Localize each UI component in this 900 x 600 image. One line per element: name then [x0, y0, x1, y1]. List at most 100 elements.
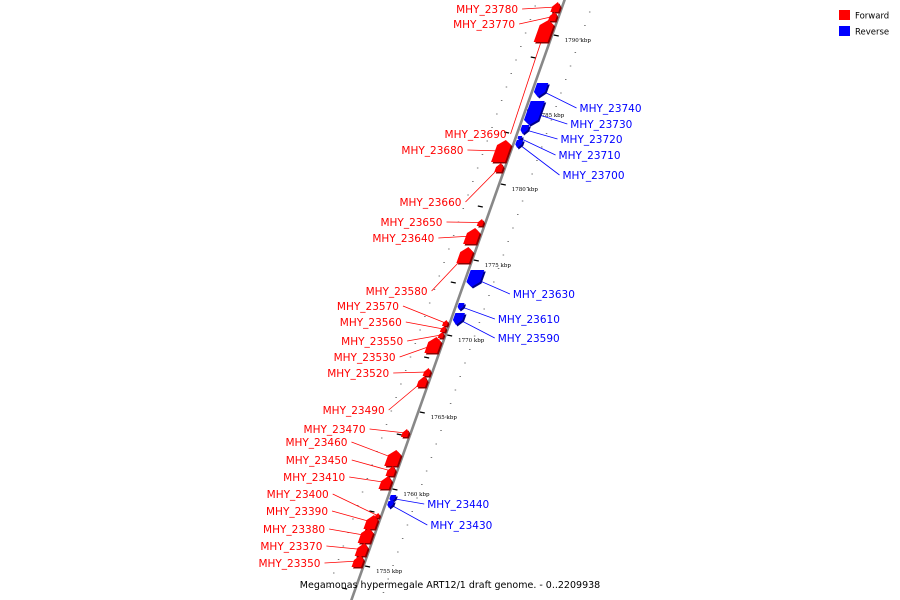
scale-minor-tick	[424, 356, 430, 359]
forward-gene-arrow[interactable]	[441, 320, 448, 326]
forward-gene-arrow[interactable]	[385, 466, 396, 476]
forward-gene-arrow[interactable]	[550, 2, 561, 12]
legend-reverse-label: Reverse	[855, 28, 889, 38]
reverse-gene-label[interactable]: MHY_23710	[559, 150, 621, 162]
forward-gene-label[interactable]: MHY_23490	[323, 405, 385, 417]
forward-gene-label[interactable]: MHY_23350	[258, 558, 320, 570]
forward-label-connector	[446, 221, 481, 223]
forward-label-connector	[407, 334, 442, 342]
forward-label-connector	[329, 528, 367, 536]
forward-gene-label[interactable]: MHY_23580	[366, 286, 428, 298]
scale-tick	[419, 411, 425, 414]
forward-gene-arrow[interactable]	[422, 368, 431, 376]
forward-gene-arrow[interactable]	[374, 513, 380, 518]
forward-gene-label[interactable]: MHY_23520	[327, 368, 389, 380]
forward-label-connector	[326, 545, 363, 550]
forward-gene-arrow[interactable]	[357, 528, 374, 543]
forward-gene-label[interactable]: MHY_23650	[380, 217, 442, 229]
scale-tick-label: 1785 kbp	[538, 113, 565, 119]
reverse-gene-label[interactable]: MHY_23720	[561, 134, 623, 146]
reverse-label-connector	[389, 504, 428, 526]
forward-label-connector	[510, 30, 545, 135]
forward-gene-label[interactable]: MHY_23400	[267, 489, 329, 501]
forward-gene-label[interactable]: MHY_23770	[453, 19, 515, 31]
forward-gene-arrow[interactable]	[476, 219, 484, 226]
forward-gene-arrow[interactable]	[378, 476, 392, 489]
reverse-gene-arrow[interactable]	[533, 83, 549, 97]
reverse-gene-label[interactable]: MHY_23590	[498, 333, 560, 345]
reverse-gene-label[interactable]: MHY_23630	[513, 289, 575, 301]
reverse-gene-arrow[interactable]	[523, 101, 545, 125]
reverse-gene-arrow[interactable]	[520, 125, 530, 134]
scale-minor-tick	[369, 510, 375, 513]
forward-gene-label[interactable]: MHY_23370	[260, 541, 322, 553]
forward-gene-arrow[interactable]	[491, 140, 512, 162]
reverse-label-connector	[519, 137, 556, 156]
reverse-gene-label[interactable]: MHY_23440	[427, 499, 489, 511]
scale-minor-tick	[477, 205, 483, 208]
reverse-gene-arrow[interactable]	[466, 270, 485, 287]
scale-minor-tick	[450, 281, 456, 284]
forward-gene-arrow[interactable]	[456, 247, 474, 263]
forward-gene-arrow[interactable]	[416, 376, 428, 387]
genome-backbone	[350, 0, 566, 600]
forward-label-connector	[402, 305, 446, 324]
forward-gene-label[interactable]: MHY_23530	[334, 352, 396, 364]
forward-gene-label[interactable]: MHY_23550	[341, 336, 403, 348]
scale-tick	[500, 183, 506, 186]
scale-ticks: 1790 kbp 1785 kbp 1780 kbp 1775 kbp 1770 kbp…	[341, 34, 591, 590]
forward-label-connector	[522, 6, 557, 10]
forward-label-connector	[369, 428, 406, 434]
forward-gene-label[interactable]: MHY_23470	[304, 424, 366, 436]
forward-gene-arrow[interactable]	[463, 228, 480, 244]
forward-gene-arrow[interactable]	[547, 12, 557, 21]
forward-gene-arrow[interactable]	[354, 543, 368, 556]
forward-label-connector	[393, 371, 428, 374]
forward-gene-label[interactable]: MHY_23640	[372, 233, 434, 245]
forward-gene-arrow[interactable]	[494, 163, 504, 172]
scale-tick	[447, 334, 453, 337]
reverse-gene-arrow[interactable]	[515, 140, 524, 148]
scale-tick	[392, 488, 398, 491]
forward-gene-arrow[interactable]	[533, 20, 554, 42]
forward-gene-label[interactable]: MHY_23410	[283, 472, 345, 484]
scale-tick-label: 1780 kbp	[512, 187, 539, 193]
forward-gene-label[interactable]: MHY_23560	[340, 317, 402, 329]
forward-gene-label[interactable]: MHY_23680	[401, 145, 463, 157]
forward-gene-arrow[interactable]	[351, 555, 364, 567]
forward-gene-arrow[interactable]	[437, 332, 444, 338]
reverse-gene-label[interactable]: MHY_23730	[570, 119, 632, 131]
forward-gene-arrow[interactable]	[400, 429, 409, 437]
gene-labels: MHY_23780 MHY_23770 MHY_23690 MHY_23680 MHY_…	[258, 4, 641, 570]
reverse-gene-arrow[interactable]	[387, 501, 395, 508]
forward-gene-label[interactable]: MHY_23570	[337, 301, 399, 313]
forward-gene-label[interactable]: MHY_23780	[456, 4, 518, 16]
reverse-gene-label[interactable]: MHY_23610	[498, 314, 560, 326]
forward-gene-label[interactable]: MHY_23690	[445, 129, 507, 141]
forward-gene-arrow[interactable]	[424, 337, 442, 353]
forward-gene-arrow[interactable]	[384, 450, 401, 466]
forward-gene-label[interactable]: MHY_23660	[399, 197, 461, 209]
reverse-label-connector	[460, 306, 496, 320]
scale-tick	[364, 565, 371, 568]
scale-tick-label: 1770 kbp	[458, 338, 485, 344]
reverse-gene-arrow[interactable]	[517, 136, 523, 140]
forward-label-connector	[324, 560, 359, 564]
reverse-gene-label[interactable]: MHY_23740	[580, 103, 642, 115]
reverse-gene-arrow[interactable]	[452, 313, 465, 325]
forward-gene-label[interactable]: MHY_23450	[286, 455, 348, 467]
reverse-gene-label[interactable]: MHY_23430	[430, 520, 492, 532]
backbone-dots	[328, 5, 591, 593]
reverse-gene-label[interactable]: MHY_23700	[562, 170, 624, 182]
map-caption: Megamonas hypermegale ART12/1 draft geno…	[300, 580, 600, 591]
forward-gene-arrow[interactable]	[439, 326, 446, 332]
forward-label-connector	[465, 167, 500, 203]
scale-tick-label: 1765 kbp	[431, 415, 458, 421]
forward-gene-arrow[interactable]	[363, 515, 378, 529]
forward-gene-label[interactable]: MHY_23390	[266, 506, 328, 518]
forward-gene-label[interactable]: MHY_23380	[263, 524, 325, 536]
reverse-gene-arrow[interactable]	[389, 495, 397, 502]
forward-gene-label[interactable]: MHY_23460	[285, 437, 347, 449]
reverse-gene-arrow[interactable]	[457, 303, 465, 310]
scale-tick-label: 1760 kbp	[403, 492, 430, 498]
